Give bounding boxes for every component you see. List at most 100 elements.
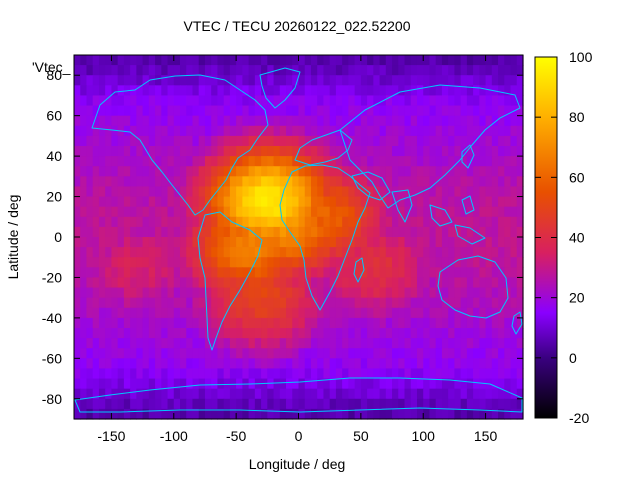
heatmap-cell <box>310 267 318 279</box>
heatmap-cell <box>98 297 106 309</box>
heatmap-cell <box>248 338 256 349</box>
heatmap-cell <box>479 135 487 147</box>
heatmap-cell <box>298 277 306 289</box>
heatmap-cell <box>242 368 250 380</box>
heatmap-cell <box>360 297 368 309</box>
heatmap-cell <box>423 75 431 86</box>
heatmap-cell <box>198 388 206 400</box>
heatmap-cell <box>186 307 194 319</box>
heatmap-cell <box>217 287 225 299</box>
heatmap-cell <box>98 388 106 400</box>
heatmap-cell <box>435 237 443 248</box>
heatmap-cell <box>273 237 281 248</box>
heatmap-cell <box>379 277 387 289</box>
heatmap-cell <box>392 95 399 107</box>
heatmap-cell <box>510 317 518 329</box>
heatmap-cell <box>80 186 88 198</box>
heatmap-cell <box>479 125 487 137</box>
heatmap-cell <box>448 317 456 329</box>
heatmap-cell <box>410 398 418 410</box>
heatmap-cell <box>466 105 474 117</box>
heatmap-cell <box>423 277 431 289</box>
heatmap-cell <box>192 135 200 147</box>
heatmap-cell <box>416 368 424 380</box>
heatmap-cell <box>261 257 268 268</box>
heatmap-cell <box>304 277 312 289</box>
heatmap-cell <box>223 358 231 370</box>
heatmap-cell <box>485 105 493 117</box>
heatmap-cell <box>204 75 212 86</box>
heatmap-cell <box>416 206 424 218</box>
heatmap-cell <box>348 166 356 177</box>
heatmap-cell <box>410 196 418 208</box>
heatmap-cell <box>223 186 231 198</box>
heatmap-cell <box>479 146 487 157</box>
heatmap-cell <box>223 95 231 107</box>
heatmap-cell <box>385 206 393 218</box>
heatmap-cell <box>498 398 505 410</box>
heatmap-cell <box>516 75 524 86</box>
heatmap-cell <box>335 186 343 198</box>
heatmap-cell <box>416 65 424 76</box>
heatmap-cell <box>279 398 287 410</box>
heatmap-cell <box>117 85 125 97</box>
heatmap-cell <box>367 186 374 198</box>
heatmap-cell <box>229 186 237 198</box>
heatmap-cell <box>485 156 493 167</box>
heatmap-cell <box>416 247 424 258</box>
heatmap-cell <box>491 317 499 329</box>
heatmap-cell <box>273 398 281 410</box>
heatmap-cell <box>379 156 387 167</box>
heatmap-cell <box>404 156 412 167</box>
heatmap-cell <box>454 328 462 339</box>
heatmap-cell <box>192 277 200 289</box>
heatmap-cell <box>416 378 424 390</box>
heatmap-cell <box>429 95 437 107</box>
heatmap-cell <box>485 196 493 208</box>
heatmap-cell <box>123 176 131 188</box>
heatmap-cell <box>211 317 219 329</box>
heatmap-cell <box>454 166 462 177</box>
heatmap-cell <box>510 368 518 380</box>
heatmap-cell <box>348 226 356 238</box>
heatmap-cell <box>323 317 331 329</box>
heatmap-cell <box>516 317 524 329</box>
heatmap-cell <box>360 338 368 349</box>
heatmap-cell <box>342 247 349 258</box>
heatmap-cell <box>229 328 237 339</box>
heatmap-cell <box>180 378 187 390</box>
heatmap-cell <box>254 358 262 370</box>
heatmap-cell <box>236 226 243 238</box>
heatmap-cell <box>80 216 88 228</box>
heatmap-cell <box>248 368 256 380</box>
heatmap-cell <box>161 267 169 279</box>
heatmap-cell <box>261 328 268 339</box>
heatmap-cell <box>286 247 293 258</box>
heatmap-cell <box>373 55 381 66</box>
heatmap-cell <box>454 297 462 309</box>
heatmap-cell <box>136 408 144 420</box>
heatmap-cell <box>479 216 487 228</box>
heatmap-cell <box>454 146 462 157</box>
heatmap-cell <box>242 257 250 268</box>
heatmap-cell <box>136 95 144 107</box>
heatmap-cell <box>286 237 293 248</box>
heatmap-cell <box>204 307 212 319</box>
heatmap-cell <box>510 247 518 258</box>
heatmap-cell <box>186 237 194 248</box>
heatmap-cell <box>248 388 256 400</box>
heatmap-cell <box>192 115 200 127</box>
heatmap-cell <box>373 206 381 218</box>
heatmap-cell <box>198 196 206 208</box>
heatmap-cell <box>460 317 468 329</box>
heatmap-cell <box>367 65 374 76</box>
heatmap-cell <box>360 146 368 157</box>
heatmap-cell <box>360 247 368 258</box>
heatmap-cell <box>223 125 231 137</box>
heatmap-cell <box>273 176 281 188</box>
heatmap-cell <box>435 348 443 359</box>
heatmap-cell <box>192 156 200 167</box>
heatmap-cell <box>435 166 443 177</box>
heatmap-cell <box>310 146 318 157</box>
heatmap-cell <box>460 186 468 198</box>
